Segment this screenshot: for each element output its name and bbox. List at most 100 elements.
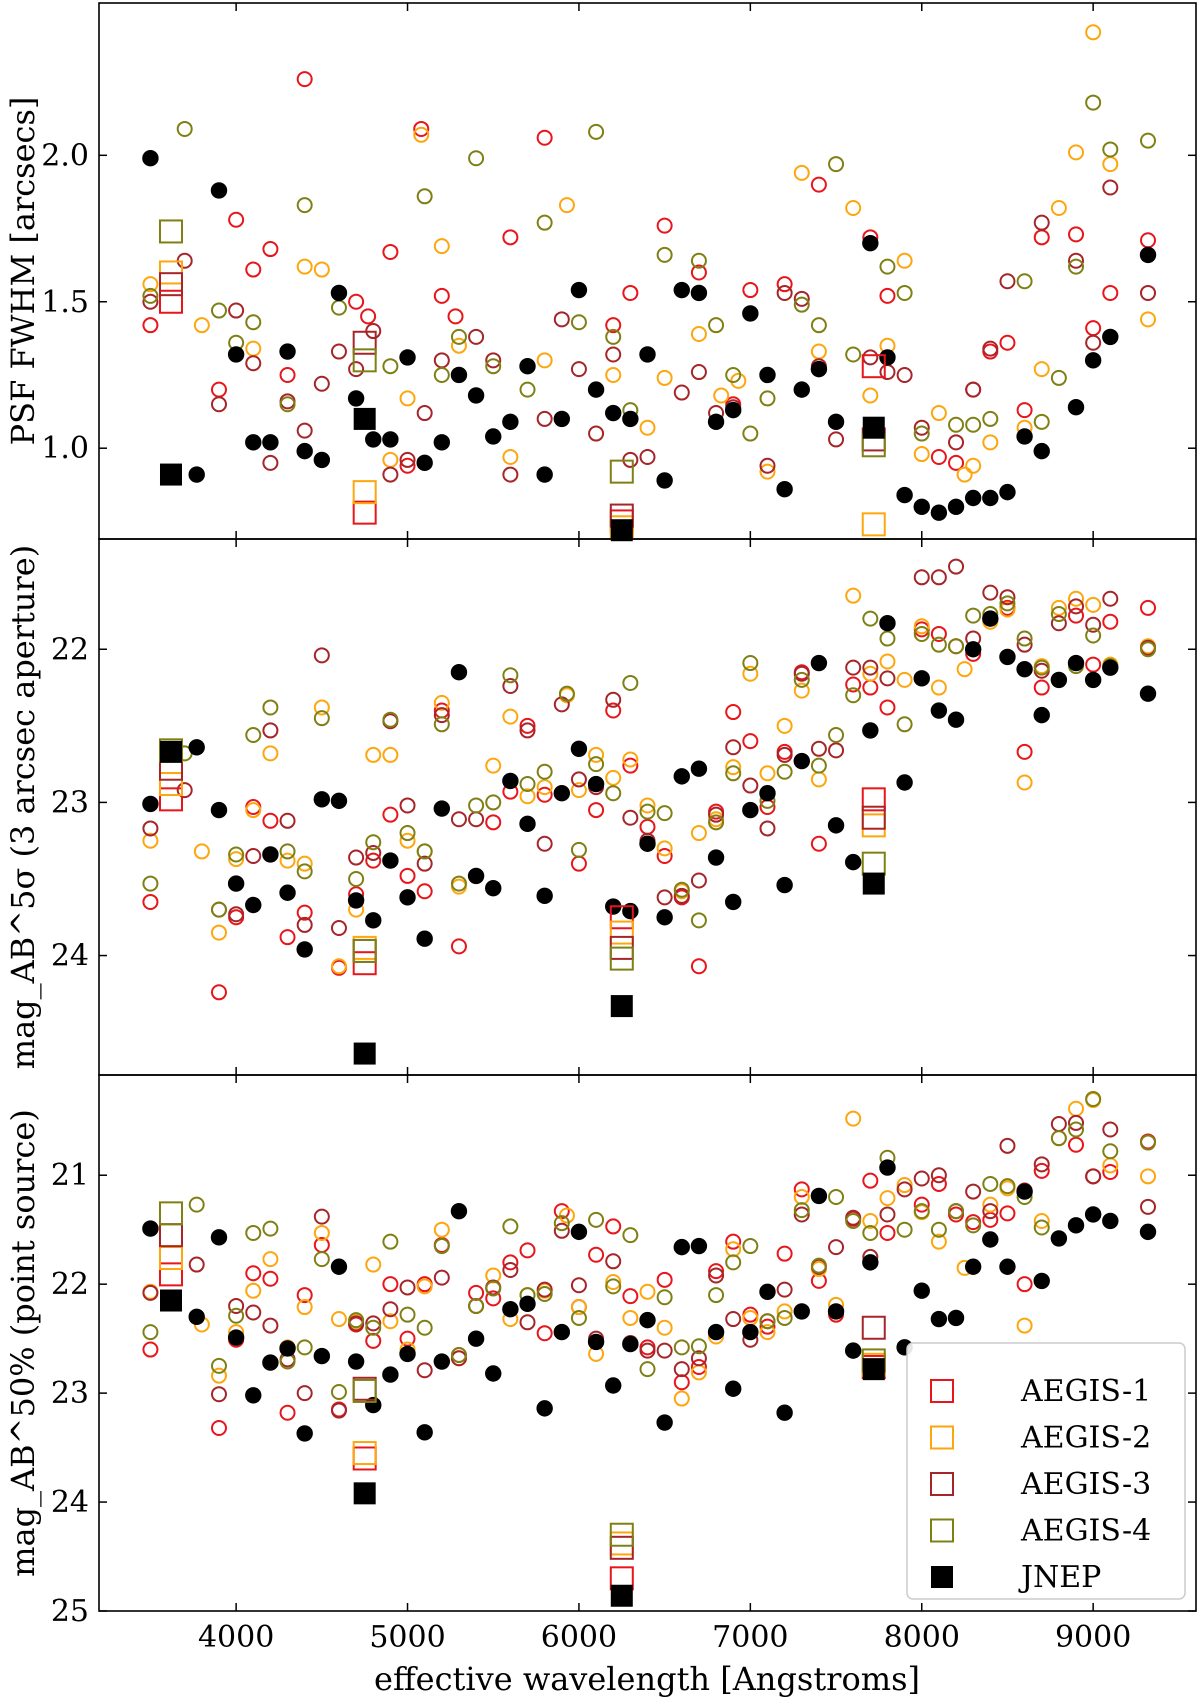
point-jnep [913,1282,930,1299]
point-aegis-2 [1033,1212,1050,1229]
point-aegis-4 [1033,413,1050,430]
point-jnep [210,1229,228,1246]
point-aegis-4 [948,416,965,433]
square-aegis-2 [158,1246,183,1271]
point-aegis-3 [1033,1156,1050,1173]
legend-label: AEGIS-4 [1020,1514,1151,1549]
x-tick-label: 6000 [541,1620,617,1655]
point-aegis-4 [725,765,742,782]
point-aegis-3 [742,777,759,794]
point-aegis-4 [673,1339,690,1356]
point-aegis-1 [588,802,605,819]
point-aegis-1 [776,276,793,293]
point-aegis-2 [558,197,575,214]
point-aegis-3 [845,1209,862,1226]
y-tick-label: 23 [51,785,89,820]
point-aegis-4 [862,610,879,627]
point-aegis-3 [1085,334,1102,351]
point-jnep [742,1323,759,1341]
point-aegis-4 [605,328,622,345]
point-aegis-4 [948,638,965,655]
square-aegis-2 [861,512,886,537]
point-aegis-3 [313,1208,330,1225]
point-aegis-4 [399,1306,416,1323]
square-aegis-4 [609,459,634,484]
point-aegis-3 [793,290,810,307]
point-jnep [810,360,828,378]
point-aegis-4 [999,595,1016,612]
y-tick-label: 22 [51,1267,89,1302]
legend-label: AEGIS-2 [1020,1421,1151,1456]
square-aegis-2 [861,813,886,838]
point-aegis-1 [948,454,965,471]
point-jnep [536,466,553,483]
point-jnep [188,466,205,483]
point-aegis-1 [360,308,377,325]
point-aegis-3 [793,1206,810,1223]
point-jnep [810,654,828,672]
point-aegis-2 [245,1282,262,1299]
point-aegis-2 [956,661,973,678]
point-aegis-1 [725,1233,742,1250]
point-aegis-4 [570,841,587,858]
point-aegis-1 [502,229,519,246]
point-aegis-3 [759,457,776,474]
point-aegis-3 [399,451,416,468]
point-aegis-3 [879,670,896,687]
point-aegis-3 [313,375,330,392]
point-jnep [485,1365,502,1382]
square-aegis-1 [609,905,634,930]
point-aegis-4 [776,763,793,780]
point-jnep [296,442,313,460]
point-aegis-4 [228,1307,245,1324]
point-aegis-4 [228,846,245,863]
point-jnep [1084,1206,1102,1223]
point-aegis-1 [382,1276,399,1293]
point-aegis-2 [896,671,913,688]
point-aegis-1 [365,852,382,869]
point-aegis-1 [210,984,227,1001]
point-aegis-2 [713,387,730,404]
plot-area-frame [98,1074,1197,1612]
point-jnep [793,381,810,398]
point-jnep [690,760,708,777]
x-tick-label: 7000 [712,1620,788,1655]
point-aegis-1 [999,1205,1016,1222]
point-aegis-3 [622,809,639,826]
point-jnep [347,892,365,909]
point-aegis-4 [690,1338,707,1355]
point-aegis-4 [1050,1130,1067,1147]
point-jnep [433,800,451,817]
square-jnep [159,1289,182,1312]
square-aegis-4 [158,219,183,244]
point-aegis-1 [536,129,553,146]
legend-entry-jnep: JNEP [931,1560,1101,1595]
point-aegis-4 [1016,630,1033,647]
point-jnep [188,1308,205,1326]
point-jnep [793,752,810,770]
point-aegis-1 [605,317,622,334]
point-jnep [776,481,793,498]
point-aegis-1 [450,938,467,955]
point-aegis-2 [725,759,742,776]
point-aegis-1 [948,1206,965,1223]
point-aegis-4 [330,1384,347,1401]
point-aegis-4 [725,366,742,383]
point-aegis-1 [485,814,502,831]
point-aegis-3 [690,364,707,381]
point-jnep [1050,671,1068,689]
square-aegis-1 [352,500,377,525]
point-aegis-2 [1068,590,1085,607]
point-aegis-4 [1068,1121,1085,1138]
point-aegis-4 [365,834,382,851]
point-aegis-4 [1085,1090,1102,1107]
point-aegis-3 [759,820,776,837]
point-aegis-3 [690,872,707,889]
y-tick-label: 2.0 [41,138,89,173]
point-aegis-4 [810,1257,827,1274]
point-jnep [844,853,862,871]
point-aegis-3 [348,849,365,866]
point-aegis-3 [605,1253,622,1270]
point-aegis-4 [828,727,845,744]
point-jnep [964,489,982,507]
